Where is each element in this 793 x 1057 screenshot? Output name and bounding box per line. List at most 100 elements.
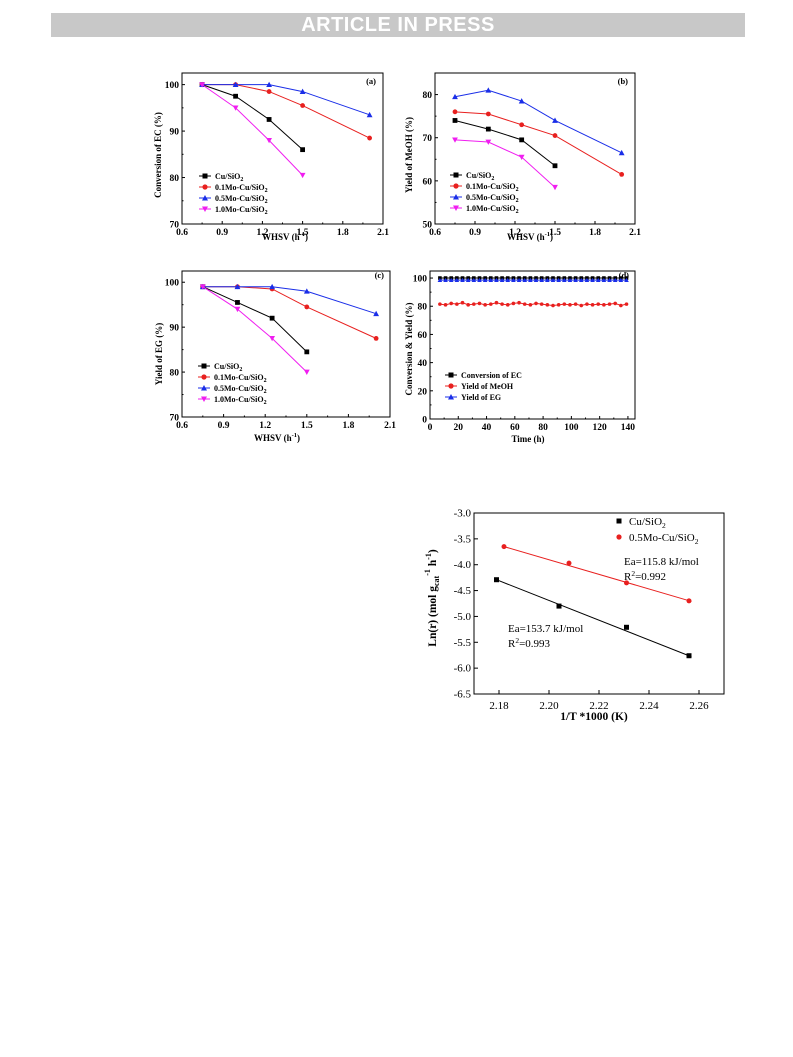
data-point: [232, 81, 239, 88]
data-point: [590, 303, 595, 307]
series-3: [199, 82, 306, 179]
data-point: [686, 653, 692, 659]
legend-item-0: Cu/SiO2: [616, 516, 666, 530]
series-line: [454, 139, 556, 188]
x-tick-label: 0.6: [176, 228, 188, 238]
svg-text:Cu/SiO2: Cu/SiO2: [215, 172, 243, 183]
series-line: [202, 286, 377, 339]
data-point: [618, 149, 625, 156]
x-tick-label: 2.24: [639, 700, 659, 712]
data-point: [528, 277, 533, 282]
series-line: [202, 286, 308, 353]
x-tick-label: 0.9: [469, 228, 481, 238]
data-point: [619, 171, 625, 177]
series-line: [454, 119, 556, 167]
data-point: [505, 277, 511, 282]
x-tick-label: 1.8: [589, 228, 601, 238]
data-point: [452, 109, 458, 115]
data-point: [466, 303, 470, 307]
data-point: [578, 277, 584, 282]
x-axis-label: 1/T *1000 (K): [560, 711, 628, 723]
data-point: [522, 277, 528, 282]
series-3: [199, 284, 310, 375]
article-in-press-banner: ARTICLE IN PRESS: [51, 13, 745, 37]
data-point: [568, 303, 572, 307]
data-point: [443, 277, 448, 282]
y-tick-label: 70: [170, 414, 180, 424]
series-line: [439, 302, 627, 307]
series-1: [200, 284, 379, 341]
data-point: [300, 103, 305, 108]
series-line: [202, 286, 377, 315]
data-point: [624, 302, 629, 306]
ea-annotation: Ea=115.8 kJ/mol: [624, 556, 699, 568]
data-point: [266, 137, 272, 144]
data-point: [471, 277, 477, 282]
legend-item-1: 0.1Mo-Cu/SiO2: [199, 183, 268, 194]
svg-text:0.1Mo-Cu/SiO2: 0.1Mo-Cu/SiO2: [214, 373, 267, 384]
data-point: [528, 303, 533, 307]
data-point: [452, 137, 458, 143]
x-tick-label: 120: [593, 423, 608, 433]
data-point: [488, 302, 493, 306]
panel-label: (b): [618, 76, 629, 86]
data-point: [448, 277, 454, 282]
data-point: [304, 349, 310, 355]
data-point: [618, 277, 624, 282]
x-tick-label: 1.5: [301, 421, 313, 431]
y-tick-label: 50: [423, 221, 433, 231]
y-tick-label: 80: [423, 91, 433, 101]
data-point: [624, 277, 629, 282]
data-point: [266, 81, 272, 88]
data-point: [449, 301, 454, 306]
data-point: [552, 163, 558, 169]
x-tick-label: 1.8: [337, 228, 349, 238]
data-point: [299, 88, 306, 94]
data-point: [373, 310, 380, 317]
y-tick-label: -6.5: [454, 689, 472, 701]
x-tick-label: 1.5: [297, 228, 309, 238]
x-tick-label: 2.1: [629, 228, 641, 238]
y-tick-label: 80: [170, 369, 180, 379]
svg-text:Yield of EG: Yield of EG: [461, 393, 501, 402]
r2-annotation: R2=0.992: [624, 569, 666, 583]
fit-line: [503, 546, 692, 602]
series-0: [199, 82, 305, 153]
data-point: [511, 277, 516, 282]
svg-text:0.5Mo-Cu/SiO2: 0.5Mo-Cu/SiO2: [629, 532, 699, 546]
series-1: [501, 544, 692, 604]
data-point: [483, 303, 487, 307]
svg-text:Cu/SiO2: Cu/SiO2: [214, 362, 242, 373]
legend: Conversion of EC Yield of MeOH Yield of …: [445, 371, 522, 402]
y-tick-label: 60: [418, 331, 428, 341]
data-point: [585, 302, 589, 306]
x-tick-label: 1.5: [549, 228, 561, 238]
data-point: [485, 111, 491, 117]
data-point: [534, 301, 538, 306]
legend-item-2: 0.5Mo-Cu/SiO2: [198, 384, 267, 395]
svg-text:Cu/SiO2: Cu/SiO2: [629, 516, 666, 530]
series-0: [438, 276, 629, 280]
data-point: [443, 303, 448, 307]
data-point: [602, 303, 606, 307]
data-point: [303, 369, 310, 375]
plot-frame: [434, 72, 636, 225]
legend-item-1: 0.1Mo-Cu/SiO2: [198, 373, 267, 384]
data-point: [607, 302, 612, 306]
series-line: [202, 84, 370, 139]
x-tick-label: 2.1: [377, 228, 389, 238]
legend-item-1: 0.1Mo-Cu/SiO2: [450, 182, 519, 193]
data-point: [199, 82, 205, 88]
data-point: [477, 277, 482, 282]
x-tick-label: 1.8: [342, 421, 354, 431]
y-tick-label: 0: [422, 416, 427, 426]
legend-item-1: 0.5Mo-Cu/SiO2: [616, 532, 699, 546]
data-point: [579, 303, 584, 308]
data-point: [519, 137, 525, 143]
svg-text:Conversion of EC: Conversion of EC: [461, 371, 522, 380]
x-tick-label: 2.1: [384, 421, 396, 431]
x-tick-label: 0.9: [218, 421, 230, 431]
svg-text:0.5Mo-Cu/SiO2: 0.5Mo-Cu/SiO2: [214, 384, 267, 395]
legend-item-1: Yield of MeOH: [445, 382, 514, 391]
svg-text:0.1Mo-Cu/SiO2: 0.1Mo-Cu/SiO2: [466, 182, 519, 193]
